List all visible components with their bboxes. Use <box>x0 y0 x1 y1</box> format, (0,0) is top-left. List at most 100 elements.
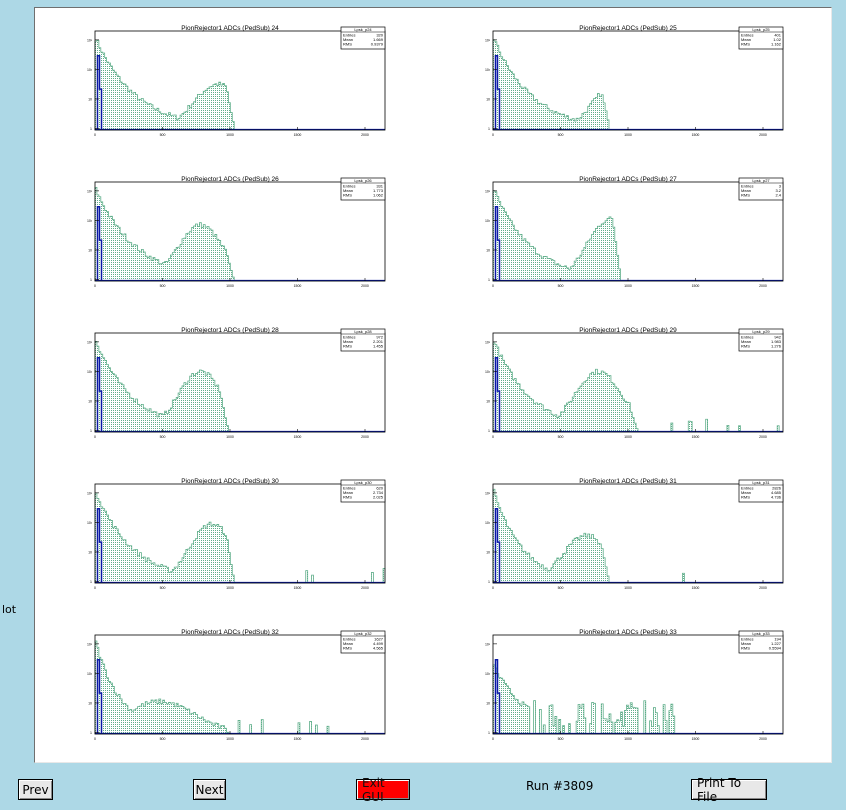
stats-label: RMS <box>741 42 750 47</box>
stats-name: Lpsk_p32 <box>354 631 372 636</box>
x-tick-label: 1000 <box>226 586 234 590</box>
pedestal-line <box>494 508 501 583</box>
histogram-fill <box>492 342 783 433</box>
histogram-title: PionRejector1 ADCs (PedSub) 24 <box>181 25 279 32</box>
y-tick-label: 10³ <box>485 38 491 42</box>
stats-label: Mean <box>741 37 751 42</box>
stats-value: 1.455 <box>373 344 384 349</box>
histogram-panel: 0 500 1000 1500 2000 1 10 10² 10³ PionRejector1 A… <box>87 25 386 137</box>
x-tick-label: 1500 <box>692 586 700 590</box>
x-tick-label: 0 <box>492 586 494 590</box>
y-tick-label: 10² <box>485 672 491 676</box>
y-tick-label: 10 <box>88 550 92 554</box>
y-tick-label: 1 <box>488 580 490 584</box>
stats-box <box>340 328 386 352</box>
stats-label: Mean <box>343 339 353 344</box>
histogram-title: PionRejector1 ADCs (PedSub) 29 <box>579 327 677 334</box>
stats-value: 4.736 <box>771 495 782 500</box>
stats-box <box>738 479 784 503</box>
y-tick-label: 10³ <box>87 340 93 344</box>
stats-value: 2.201 <box>373 339 384 344</box>
stats-name: Lpsk_p25 <box>752 27 770 32</box>
stats-value: 2826 <box>772 486 782 491</box>
stats-label: Mean <box>343 188 353 193</box>
pedestal-line <box>494 659 501 734</box>
stats-value: 1627 <box>374 637 384 642</box>
next-button[interactable]: Next <box>193 779 226 800</box>
histogram-panel: 0 500 1000 1500 2000 1 10 10² 10³ PionRejector1 A… <box>485 327 784 439</box>
stats-name: Lpsk_p24 <box>354 27 372 32</box>
y-tick-label: 10³ <box>485 642 491 646</box>
y-tick-label: 10² <box>87 672 93 676</box>
stats-label: RMS <box>343 344 352 349</box>
x-tick-label: 2000 <box>759 284 767 288</box>
stats-label: RMS <box>741 193 750 198</box>
y-tick-label: 1 <box>90 429 92 433</box>
y-tick-label: 1 <box>488 127 490 131</box>
histogram-title: PionRejector1 ADCs (PedSub) 31 <box>579 478 677 485</box>
y-tick-label: 1 <box>90 580 92 584</box>
x-tick-label: 500 <box>160 435 166 439</box>
x-tick-label: 1500 <box>692 284 700 288</box>
x-tick-label: 2000 <box>759 737 767 741</box>
y-tick-label: 10³ <box>87 491 93 495</box>
x-tick-label: 1500 <box>294 737 302 741</box>
plot-frame <box>492 634 784 735</box>
print-to-file-button[interactable]: Print To File <box>691 776 767 804</box>
stats-name: Lpsk_p28 <box>354 329 372 334</box>
stats-label: Mean <box>343 37 353 42</box>
stats-value: 1.276 <box>771 344 782 349</box>
x-tick-label: 2000 <box>361 586 369 590</box>
y-tick-label: 10² <box>87 521 93 525</box>
histogram-fill <box>492 190 783 282</box>
stats-value: 1.162 <box>771 42 782 47</box>
stats-name: Lpsk_p27 <box>752 178 770 183</box>
stats-name: Lpsk_p33 <box>752 631 770 636</box>
plot-frame <box>94 30 386 131</box>
x-tick-label: 1000 <box>624 586 632 590</box>
y-tick-label: 10² <box>485 370 491 374</box>
stats-label: RMS <box>343 495 352 500</box>
stats-label: Entries <box>741 486 753 491</box>
plot-frame <box>94 332 386 433</box>
x-tick-label: 2000 <box>759 586 767 590</box>
stats-value: 3.2 <box>775 188 781 193</box>
prev-button[interactable]: Prev <box>18 779 53 800</box>
stats-value: 331 <box>376 184 383 189</box>
stats-label: Mean <box>343 641 353 646</box>
histogram-title: PionRejector1 ADCs (PedSub) 25 <box>579 25 677 32</box>
stats-label: RMS <box>741 344 750 349</box>
pedestal-line <box>96 357 103 432</box>
x-tick-label: 1500 <box>692 435 700 439</box>
stats-value: 2.4 <box>775 193 781 198</box>
stats-label: Entries <box>741 335 753 340</box>
exit-gui-button[interactable]: Exit GUI <box>356 776 410 804</box>
stats-label: Entries <box>343 637 355 642</box>
x-tick-label: 1500 <box>294 284 302 288</box>
histogram-title: PionRejector1 ADCs (PedSub) 28 <box>181 327 279 334</box>
stats-value: 1.02 <box>773 37 782 42</box>
stats-box <box>738 177 784 201</box>
stats-label: Entries <box>343 184 355 189</box>
x-tick-label: 2000 <box>361 435 369 439</box>
x-tick-label: 0 <box>94 133 96 137</box>
stats-box <box>738 630 784 654</box>
plot-frame <box>492 332 784 433</box>
x-tick-label: 0 <box>492 133 494 137</box>
stats-value: 0.5594 <box>769 646 782 651</box>
plot-frame <box>94 634 386 735</box>
plot-frame <box>94 181 386 282</box>
pedestal-line <box>96 508 103 583</box>
histogram-title: PionRejector1 ADCs (PedSub) 27 <box>579 176 677 183</box>
y-tick-label: 1 <box>90 278 92 282</box>
x-tick-label: 1000 <box>226 133 234 137</box>
x-tick-label: 2000 <box>361 737 369 741</box>
x-tick-label: 1500 <box>692 133 700 137</box>
x-tick-label: 500 <box>558 435 564 439</box>
pedestal-line <box>96 55 103 130</box>
stats-label: RMS <box>343 42 352 47</box>
y-tick-label: 10 <box>88 701 92 705</box>
plot-frame <box>492 30 784 131</box>
x-tick-label: 500 <box>160 284 166 288</box>
